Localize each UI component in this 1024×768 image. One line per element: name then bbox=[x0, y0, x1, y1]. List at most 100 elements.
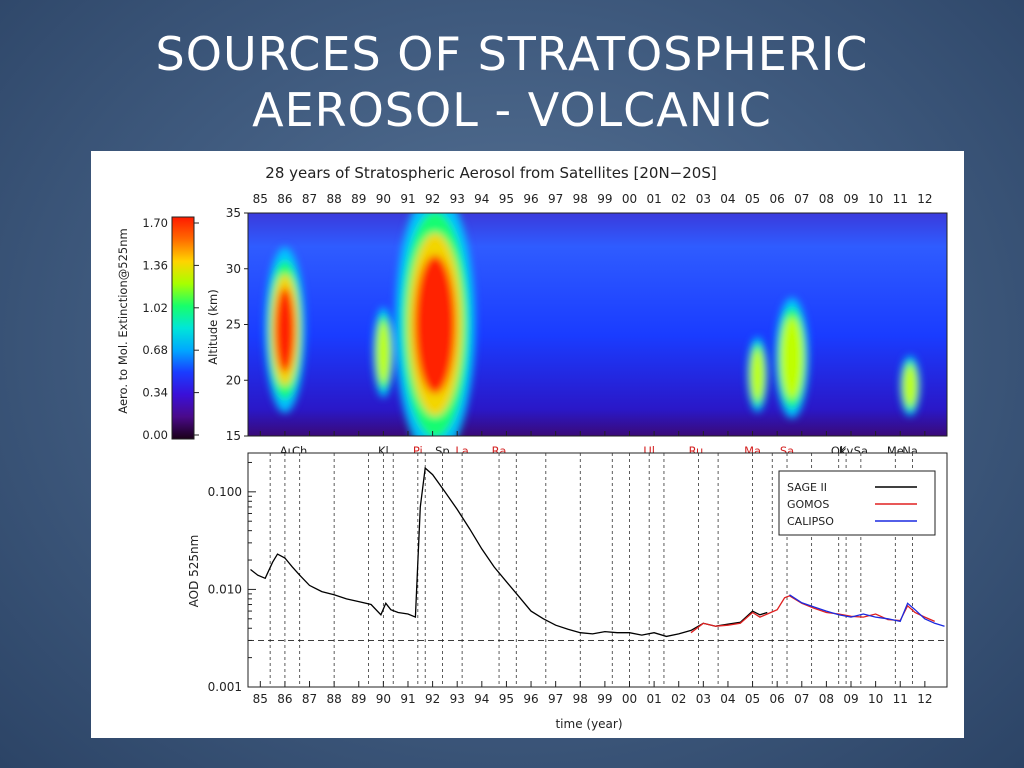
top-year-tick-label: 96 bbox=[523, 192, 538, 206]
figure-panel: 28 years of Stratospheric Aerosol from S… bbox=[91, 151, 964, 738]
slide-title: Sources of Stratospheric Aerosol - Volca… bbox=[0, 26, 1024, 138]
slide-title-line-2: Aerosol - Volcanic bbox=[252, 83, 772, 137]
line-x-tick-label: 99 bbox=[597, 692, 612, 706]
legend-box bbox=[778, 470, 936, 536]
top-year-tick-label: 97 bbox=[548, 192, 563, 206]
top-year-axis: 85 86 87 88 89 90 91 92 93 94 95 96 97 98 99 00 01 02 03 04… bbox=[253, 192, 933, 206]
line-x-tick-label: 01 bbox=[646, 692, 661, 706]
colorbar-tick-label: 1.70 bbox=[142, 216, 168, 230]
top-year-tick-label: 02 bbox=[671, 192, 686, 206]
line-x-tick-label: 02 bbox=[671, 692, 686, 706]
line-x-tick-label: 03 bbox=[696, 692, 711, 706]
line-x-tick-label: 07 bbox=[794, 692, 809, 706]
aerosol-plume bbox=[274, 287, 296, 373]
line-x-tick-label: 94 bbox=[474, 692, 489, 706]
top-year-tick-label: 87 bbox=[302, 192, 317, 206]
volcano-label: Ul bbox=[643, 444, 655, 458]
top-year-tick-label: 98 bbox=[573, 192, 588, 206]
volcano-label: Kl bbox=[378, 444, 389, 458]
line-y-tick-label: 0.010 bbox=[208, 582, 242, 596]
colorbar-label: Aero. to Mol. Extinction@525nm bbox=[116, 228, 130, 413]
line-x-tick-label: 90 bbox=[376, 692, 391, 706]
line-x-tick-label: 97 bbox=[548, 692, 563, 706]
top-year-tick-label: 99 bbox=[597, 192, 612, 206]
legend-label: CALIPSO bbox=[787, 515, 834, 528]
top-year-tick-label: 89 bbox=[351, 192, 366, 206]
line-x-tick-label: 92 bbox=[425, 692, 440, 706]
legend-label: SAGE II bbox=[787, 481, 827, 494]
colorbar-tick-label: 1.36 bbox=[142, 258, 168, 272]
line-x-tick-label: 88 bbox=[327, 692, 342, 706]
top-year-tick-label: 00 bbox=[622, 192, 637, 206]
line-x-tick-label: 09 bbox=[843, 692, 858, 706]
aerosol-plume bbox=[414, 255, 456, 394]
line-x-tick-label: 08 bbox=[819, 692, 834, 706]
colorbar: 1.70 1.36 1.02 0.68 0.34 0.00 bbox=[142, 216, 199, 442]
heatmap-y-tick-label: 15 bbox=[226, 429, 241, 443]
colorbar-tick-label: 1.02 bbox=[142, 301, 168, 315]
line-x-tick-label: 89 bbox=[351, 692, 366, 706]
aerosol-plume bbox=[780, 317, 804, 399]
top-year-tick-label: 88 bbox=[327, 192, 342, 206]
line-x-tick-label: 85 bbox=[253, 692, 268, 706]
top-year-tick-label: 95 bbox=[499, 192, 514, 206]
series-line-calipso bbox=[789, 594, 945, 627]
legend: SAGE II GOMOS CALIPSO bbox=[778, 470, 936, 536]
line-x-tick-label: 95 bbox=[499, 692, 514, 706]
line-x-tick-label: 91 bbox=[400, 692, 415, 706]
top-year-tick-label: 10 bbox=[868, 192, 883, 206]
top-year-tick-label: 85 bbox=[253, 192, 268, 206]
line-x-tick-label: 98 bbox=[573, 692, 588, 706]
heatmap-blobs bbox=[264, 213, 921, 436]
figure-svg: 28 years of Stratospheric Aerosol from S… bbox=[116, 164, 948, 731]
heatmap-y-tick-label: 25 bbox=[226, 318, 241, 332]
top-year-tick-label: 11 bbox=[893, 192, 908, 206]
line-y-tick-label: 0.100 bbox=[208, 485, 242, 499]
aerosol-plume bbox=[376, 321, 391, 383]
colorbar-tick-label: 0.34 bbox=[142, 386, 168, 400]
line-x-axis-label: time (year) bbox=[555, 717, 622, 731]
top-year-tick-label: 94 bbox=[474, 192, 489, 206]
slide-title-line-1: Sources of Stratospheric bbox=[155, 27, 869, 81]
line-x-tick-label: 87 bbox=[302, 692, 317, 706]
line-x-tick-label: 00 bbox=[622, 692, 637, 706]
line-x-tick-label: 12 bbox=[917, 692, 932, 706]
colorbar-gradient bbox=[171, 216, 195, 440]
line-x-tick-label: 05 bbox=[745, 692, 760, 706]
line-x-tick-label: 11 bbox=[893, 692, 908, 706]
heatmap-y-axis-label: Altitude (km) bbox=[206, 289, 220, 364]
top-year-tick-label: 03 bbox=[696, 192, 711, 206]
top-year-tick-label: 90 bbox=[376, 192, 391, 206]
heatmap-y-tick-label: 20 bbox=[226, 373, 241, 387]
line-x-tick-label: 96 bbox=[523, 692, 538, 706]
colorbar-tick-label: 0.68 bbox=[142, 343, 168, 357]
line-x-tick-label: 04 bbox=[720, 692, 735, 706]
top-year-tick-label: 04 bbox=[720, 192, 735, 206]
top-year-tick-label: 05 bbox=[745, 192, 760, 206]
top-year-tick-label: 06 bbox=[770, 192, 785, 206]
heatmap-y-tick-label: 30 bbox=[226, 262, 241, 276]
legend-label: GOMOS bbox=[787, 498, 829, 511]
top-year-tick-label: 12 bbox=[917, 192, 932, 206]
line-x-tick-label: 86 bbox=[277, 692, 292, 706]
top-year-tick-label: 01 bbox=[646, 192, 661, 206]
line-y-axis-label: AOD 525nm bbox=[187, 535, 201, 608]
heatmap-panel: 15 20 25 30 35 bbox=[226, 206, 948, 443]
figure-title: 28 years of Stratospheric Aerosol from S… bbox=[265, 164, 716, 182]
top-year-tick-label: 86 bbox=[277, 192, 292, 206]
heatmap-y-tick-label: 35 bbox=[226, 206, 241, 220]
top-year-tick-label: 92 bbox=[425, 192, 440, 206]
aerosol-plume bbox=[750, 349, 765, 401]
top-year-tick-label: 08 bbox=[819, 192, 834, 206]
aerosol-plume bbox=[903, 365, 917, 407]
top-year-tick-label: 07 bbox=[794, 192, 809, 206]
top-year-tick-label: 93 bbox=[450, 192, 465, 206]
series-line-sage-ii bbox=[250, 466, 768, 638]
top-year-tick-label: 91 bbox=[400, 192, 415, 206]
line-x-tick-label: 06 bbox=[770, 692, 785, 706]
heatmap-background bbox=[248, 213, 947, 436]
top-year-tick-label: 09 bbox=[843, 192, 858, 206]
volcano-label: Pi bbox=[413, 444, 423, 458]
line-x-tick-label: 10 bbox=[868, 692, 883, 706]
colorbar-tick-label: 0.00 bbox=[142, 428, 168, 442]
